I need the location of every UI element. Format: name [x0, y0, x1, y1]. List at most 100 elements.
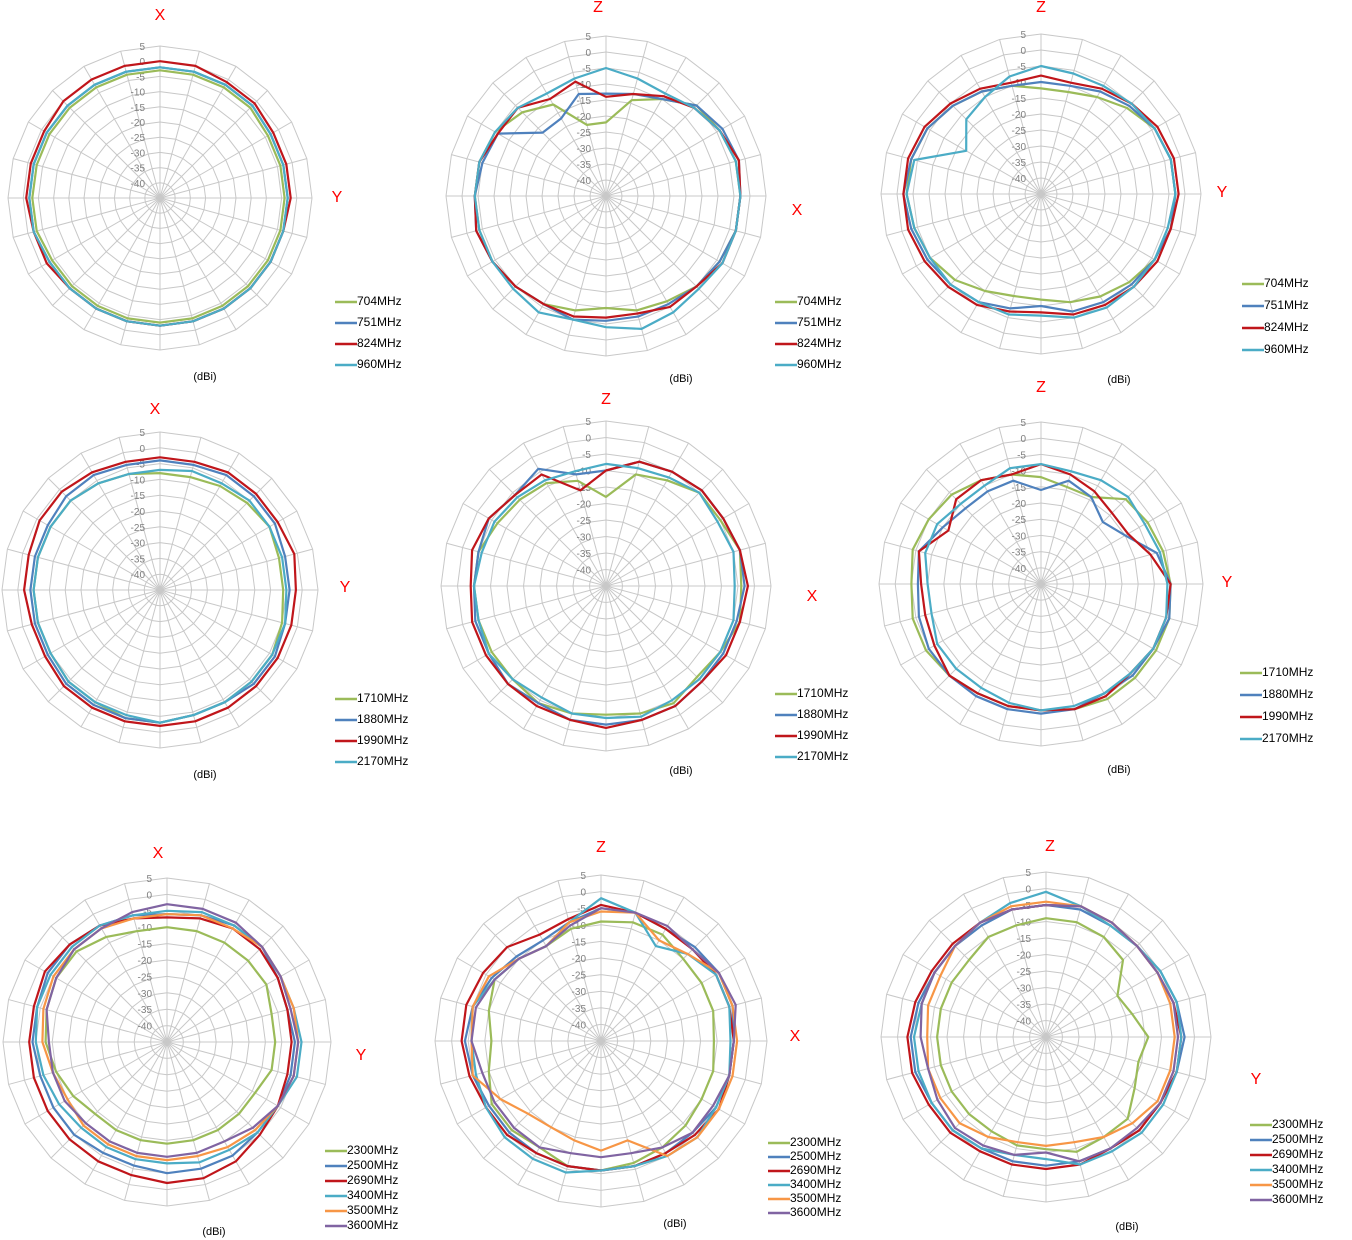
legend-label: 2690MHz — [347, 1173, 398, 1187]
polar-chart-9: 50-5-10-15-20-25-30-35-40ZY(dBi)2300MHz2… — [880, 838, 1323, 1233]
grid-spoke — [1045, 1036, 1090, 1197]
grid-spoke — [605, 442, 689, 587]
top-axis-label: Z — [601, 391, 611, 408]
legend: 704MHz 751MHz 824MHz 960MHz — [1242, 276, 1309, 356]
grid-spoke — [166, 925, 284, 1043]
r-tick-label: -30 — [138, 989, 153, 1000]
grid-spoke — [159, 197, 237, 330]
r-tick-label: -30 — [1012, 531, 1027, 542]
series-line-2300MHz — [935, 917, 1150, 1153]
grid-spoke — [159, 548, 313, 591]
grid-spoke — [124, 883, 168, 1043]
r-tick-label: -15 — [131, 491, 146, 502]
polar-chart-7: 50-5-10-15-20-25-30-35-40XY(dBi)2300MHz2… — [2, 845, 398, 1238]
r-tick-label: -20 — [138, 956, 153, 967]
legend-label: 3500MHz — [347, 1203, 398, 1217]
r-tick-label: -30 — [577, 533, 592, 544]
grid-spoke — [960, 55, 1042, 195]
grid-spoke — [926, 469, 1042, 585]
r-tick-label: -5 — [1017, 62, 1026, 73]
grid-spoke — [959, 443, 1042, 585]
r-tick-label: -15 — [131, 103, 146, 114]
grid-spoke — [1040, 193, 1180, 275]
grid-spoke — [963, 1036, 1047, 1181]
grid-spoke — [166, 1041, 310, 1125]
legend-label: 2170MHz — [357, 754, 408, 768]
grid-spoke — [1040, 113, 1180, 195]
grid-spoke — [605, 41, 648, 197]
grid-spoke — [900, 583, 1042, 666]
grid-spoke — [8, 1041, 168, 1085]
unit-label: (dBi) — [1107, 374, 1130, 386]
legend-label: 824MHz — [797, 336, 842, 350]
legend-label: 2300MHz — [347, 1143, 398, 1157]
r-tick-label: -5 — [136, 460, 145, 471]
legend-label: 3500MHz — [1272, 1177, 1323, 1191]
grid-spoke — [886, 993, 1047, 1038]
r-tick-label: -30 — [1012, 142, 1027, 153]
r-tick-label: -20 — [572, 954, 587, 965]
r-tick-label: -5 — [1017, 450, 1026, 461]
r-tick-label: 0 — [1020, 434, 1026, 445]
grid-spoke — [884, 583, 1042, 627]
polar-chart-2: 50-5-10-15-20-25-30-35-40ZX(dBi)704MHz75… — [445, 0, 842, 385]
grid-spoke — [467, 115, 607, 197]
grid-spoke — [902, 1036, 1047, 1120]
grid-spoke — [124, 1041, 168, 1201]
grid-spoke — [456, 1040, 602, 1125]
unit-label: (dBi) — [202, 1226, 225, 1238]
top-axis-label: Z — [1045, 838, 1055, 855]
grid-spoke — [600, 957, 746, 1042]
legend-label: 960MHz — [1264, 342, 1309, 356]
grid-spoke — [1040, 583, 1123, 725]
grid-spoke — [7, 548, 161, 591]
grid-spoke — [959, 583, 1042, 725]
grid-spoke — [523, 585, 607, 730]
grid-spoke — [22, 510, 161, 591]
r-tick-label: -40 — [1012, 564, 1027, 575]
legend-label: 704MHz — [797, 294, 842, 308]
grid-spoke — [564, 195, 607, 351]
grid-spoke — [605, 195, 745, 277]
grid-spoke — [1045, 893, 1129, 1038]
grid-spoke — [83, 66, 161, 199]
grid-spoke — [525, 57, 607, 197]
legend: 704MHz 751MHz 824MHz 960MHz — [335, 294, 402, 371]
grid-spoke — [1045, 919, 1164, 1038]
grid-spoke — [523, 442, 607, 587]
r-tick-label: -20 — [1012, 499, 1027, 510]
legend-label: 2690MHz — [790, 1163, 841, 1177]
legend-label: 3500MHz — [790, 1191, 841, 1205]
series-line-960MHz — [905, 64, 1177, 319]
grid-spoke — [1040, 55, 1122, 195]
grid-spoke — [456, 957, 602, 1042]
grid-spoke — [557, 1040, 602, 1202]
grid-spoke — [159, 66, 237, 199]
r-tick-label: -25 — [1012, 126, 1027, 137]
r-tick-label: 5 — [585, 417, 591, 428]
series-line-3600MHz — [45, 903, 300, 1158]
r-tick-label: -20 — [131, 507, 146, 518]
r-tick-label: -25 — [577, 128, 592, 139]
grid-spoke — [927, 193, 1042, 308]
series-line-1880MHz — [916, 479, 1172, 715]
series-line-824MHz — [902, 74, 1180, 316]
r-tick-label: -10 — [1012, 78, 1027, 89]
grid-spoke — [517, 1040, 602, 1186]
grid-spoke — [84, 899, 168, 1043]
polar-chart-6: 50-5-10-15-20-25-30-35-40ZY(dBi)1710MHz1… — [878, 379, 1313, 776]
r-tick-label: 5 — [139, 42, 145, 53]
legend-label: 2500MHz — [1272, 1132, 1323, 1146]
legend-label: 2500MHz — [347, 1158, 398, 1172]
legend-label: 3600MHz — [1272, 1192, 1323, 1206]
legend-label: 3400MHz — [1272, 1162, 1323, 1176]
grid-spoke — [928, 919, 1047, 1038]
legend-label: 3600MHz — [347, 1218, 398, 1232]
grid-spoke — [927, 80, 1042, 195]
r-tick-label: 5 — [1025, 868, 1031, 879]
top-axis-label: X — [153, 845, 164, 862]
legend-label: 2690MHz — [1272, 1147, 1323, 1161]
grid-spoke — [1040, 80, 1155, 195]
grid-spoke — [1040, 502, 1182, 585]
legend: 2300MHz2500MHz2690MHz3400MHz3500MHz3600M… — [325, 1143, 398, 1232]
